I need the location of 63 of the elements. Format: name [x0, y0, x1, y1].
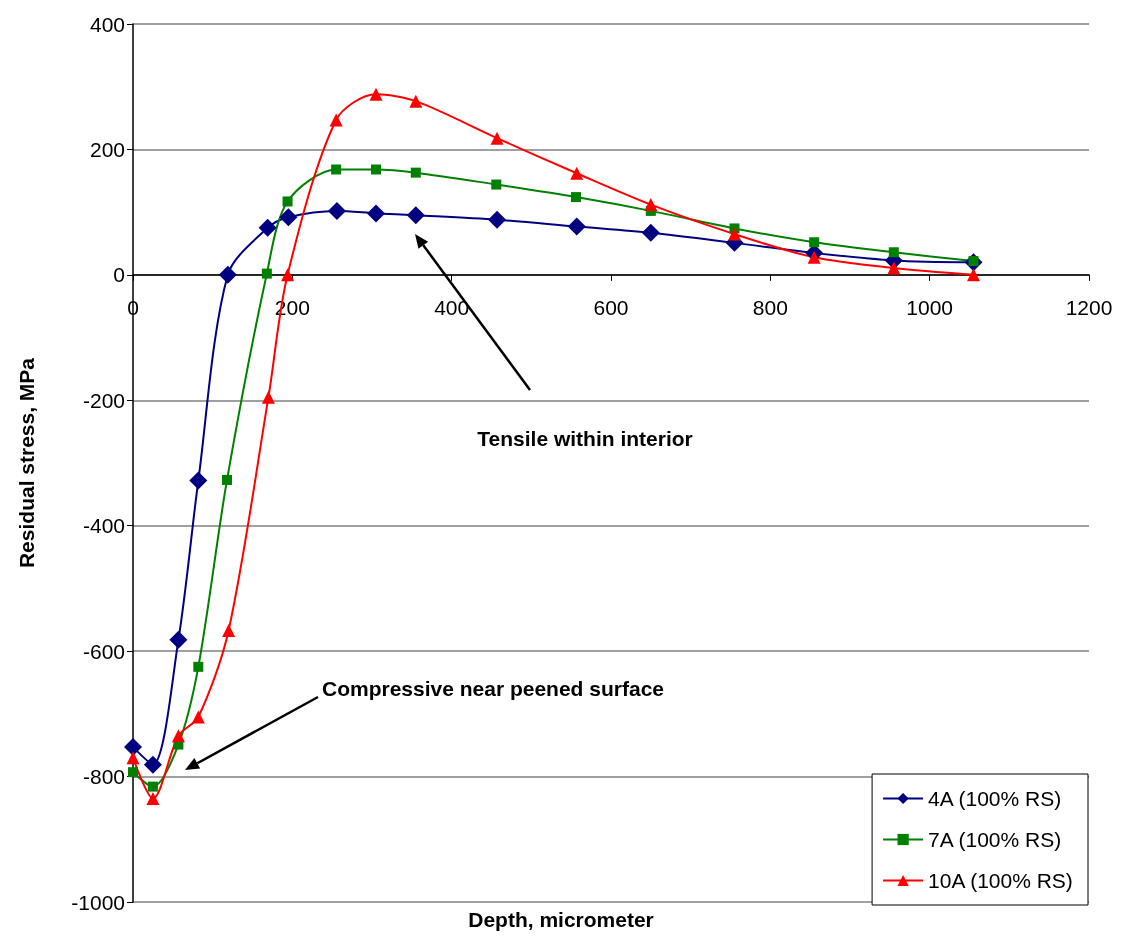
x-tick-label: 800: [752, 295, 788, 319]
point: [570, 192, 581, 203]
y-tick-label: -800: [82, 765, 125, 789]
point: [329, 113, 343, 127]
annotation: Tensile within interior: [477, 426, 693, 450]
point: [370, 164, 381, 175]
x-tick-label: 1000: [906, 295, 954, 319]
point: [966, 268, 980, 282]
point: [807, 250, 821, 264]
x-tick-label: 400: [434, 295, 470, 319]
y-tick-label: -400: [82, 514, 125, 538]
x-tick-label: 600: [593, 295, 629, 319]
y-tick-label: -600: [82, 639, 125, 663]
point: [331, 164, 342, 175]
x-axis-title: Depth, micrometer: [468, 908, 654, 931]
point: [191, 710, 205, 724]
point: [488, 210, 507, 229]
point: [126, 751, 140, 765]
point: [261, 390, 275, 404]
point: [218, 265, 237, 284]
y-axis-title: Residual stress, MPa: [14, 357, 38, 569]
point: [410, 167, 421, 178]
legend-label: 7A (100% RS): [928, 828, 1062, 851]
y-tick-label: -200: [82, 388, 125, 412]
point: [809, 237, 820, 248]
point: [171, 729, 185, 743]
point: [491, 179, 502, 190]
point: [406, 206, 425, 225]
point: [490, 131, 504, 145]
y-tick-label: 200: [89, 137, 125, 161]
y-tick-label: 0: [113, 263, 125, 287]
point: [258, 218, 277, 237]
point: [369, 87, 383, 101]
point: [727, 227, 741, 241]
point: [143, 755, 162, 774]
y-tick-label: -1000: [71, 890, 125, 914]
point: [644, 198, 658, 212]
point: [189, 471, 208, 490]
point: [169, 630, 188, 649]
point: [279, 208, 298, 227]
point: [222, 474, 233, 485]
point: [128, 767, 138, 778]
x-tick-label: 1200: [1065, 295, 1113, 319]
point: [193, 661, 204, 672]
point: [570, 166, 584, 180]
point: [887, 261, 901, 275]
point: [282, 196, 293, 207]
point: [147, 781, 158, 792]
point: [146, 792, 160, 806]
point: [327, 201, 346, 220]
point: [124, 738, 142, 757]
point: [409, 94, 423, 108]
annotation: Compressive near peened surface: [322, 676, 664, 700]
point: [888, 247, 899, 258]
legend-label: 10A (100% RS): [928, 869, 1073, 892]
point: [366, 204, 385, 223]
point: [222, 623, 236, 637]
point: [261, 268, 272, 279]
point: [567, 217, 586, 236]
y-tick-label: 400: [89, 12, 125, 36]
point: [641, 223, 660, 242]
legend-label: 4A (100% RS): [928, 787, 1062, 810]
point: [281, 268, 295, 282]
